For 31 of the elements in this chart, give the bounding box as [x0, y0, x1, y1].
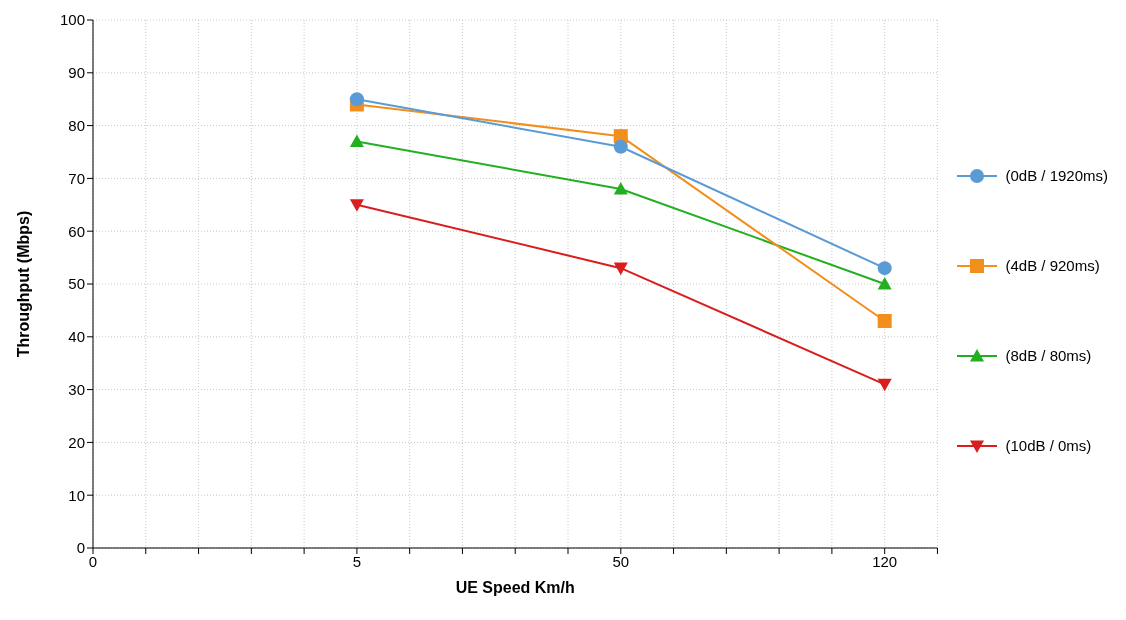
- point: [613, 262, 628, 276]
- legend-label: (0dB / 1920ms): [1005, 167, 1108, 184]
- x-tick-label: 0: [88, 552, 98, 570]
- y-tick-label: 60: [68, 222, 85, 240]
- y-tick-label: 100: [59, 11, 85, 29]
- y-tick-label: 70: [68, 169, 85, 187]
- point: [877, 313, 892, 328]
- x-tick-label: 50: [612, 552, 630, 570]
- point: [349, 134, 364, 148]
- y-tick-label: 80: [68, 116, 85, 134]
- point: [877, 261, 892, 276]
- y-tick-label: 20: [68, 433, 85, 451]
- x-tick-label: 5: [352, 552, 362, 570]
- point: [877, 277, 892, 290]
- point: [613, 181, 628, 195]
- legend-label: (4dB / 920ms): [1005, 257, 1100, 274]
- point: [613, 139, 628, 154]
- y-tick-label: 10: [68, 486, 85, 504]
- y-tick-label: 0: [76, 539, 85, 557]
- point: [349, 199, 364, 212]
- legend-label: (10dB / 0ms): [1005, 437, 1092, 454]
- y-tick-label: 40: [68, 328, 85, 346]
- point: [349, 92, 364, 107]
- y-axis-title: Throughput (Mbps): [14, 210, 32, 358]
- y-tick-label: 90: [68, 64, 85, 82]
- y-tick-label: 50: [68, 275, 85, 293]
- point: [877, 378, 892, 392]
- x-axis-title: UE Speed Km/h: [455, 579, 575, 596]
- legend-label: (8dB / 80ms): [1005, 347, 1092, 364]
- x-tick-label: 120: [872, 552, 898, 570]
- y-tick-label: 30: [68, 380, 85, 398]
